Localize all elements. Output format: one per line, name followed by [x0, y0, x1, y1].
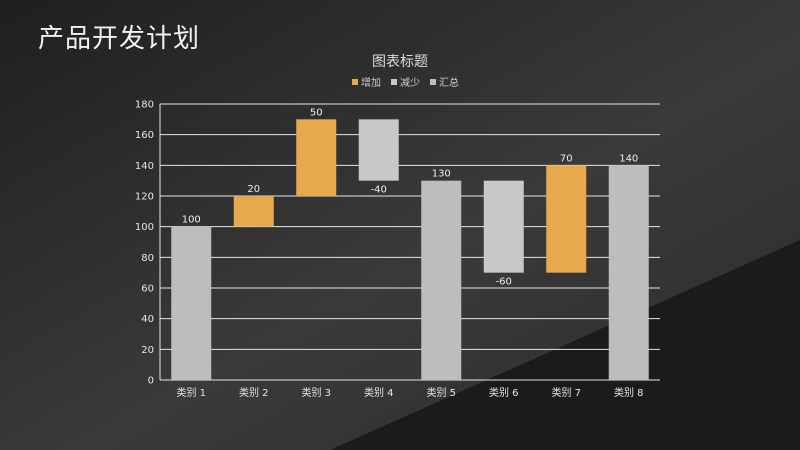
y-tick-label: 120	[135, 192, 154, 203]
data-label: 70	[560, 153, 573, 164]
legend-label: 减少	[400, 77, 420, 89]
data-label: 20	[247, 184, 260, 195]
data-label: 50	[310, 107, 323, 118]
y-tick-label: 140	[135, 161, 154, 172]
x-tick-label: 类别 6	[489, 386, 519, 399]
y-tick-label: 100	[135, 222, 154, 233]
bar-increase	[546, 165, 587, 273]
chart-legend: 增加 减少 汇总	[352, 76, 459, 89]
y-tick-label: 60	[141, 284, 154, 295]
legend-swatch	[352, 79, 358, 85]
legend-item-decrease: 减少	[391, 77, 420, 89]
data-label: -60	[496, 277, 512, 288]
legend-label: 增加	[361, 76, 381, 89]
y-tick-label: 160	[135, 130, 154, 141]
y-tick-label: 80	[141, 253, 154, 264]
y-axis: 0 20 40 60 80 100 120 140 160 180	[135, 100, 161, 387]
x-tick-label: 类别 8	[614, 386, 644, 399]
bar-total	[608, 165, 649, 380]
x-tick-label: 类别 2	[239, 386, 269, 399]
data-label: 140	[619, 153, 638, 164]
y-tick-label: 20	[141, 345, 154, 356]
bar-increase	[296, 119, 337, 196]
y-tick-label: 180	[135, 100, 154, 111]
x-axis: 类别 1 类别 2 类别 3 类别 4 类别 5 类别 6 类别 7 类别 8	[176, 386, 643, 399]
bar-decrease	[358, 119, 399, 181]
x-tick-label: 类别 5	[426, 386, 456, 399]
legend-label: 汇总	[439, 76, 459, 89]
bar-total	[421, 180, 462, 380]
legend-item-total: 汇总	[430, 76, 459, 89]
legend-swatch	[430, 79, 436, 85]
bar-increase	[233, 196, 274, 227]
chart-bars	[171, 119, 649, 380]
y-tick-label: 40	[141, 314, 154, 325]
slide-title: 产品开发计划	[38, 24, 201, 54]
data-label: 130	[432, 169, 451, 180]
background-diagonal-shape	[330, 240, 800, 450]
legend-item-increase: 增加	[352, 76, 381, 89]
chart-title: 图表标题	[372, 54, 428, 70]
legend-swatch	[391, 79, 397, 85]
data-label: -40	[371, 185, 387, 196]
data-labels: 100 20 50 -40 130 -60 70 140	[182, 107, 639, 287]
bar-decrease	[483, 180, 524, 273]
x-tick-label: 类别 3	[301, 386, 331, 399]
x-tick-label: 类别 1	[176, 386, 206, 399]
x-tick-label: 类别 4	[364, 386, 394, 399]
data-label: 100	[182, 215, 201, 226]
y-tick-label: 0	[148, 376, 154, 387]
bar-total	[171, 226, 212, 380]
x-tick-label: 类别 7	[551, 386, 581, 399]
